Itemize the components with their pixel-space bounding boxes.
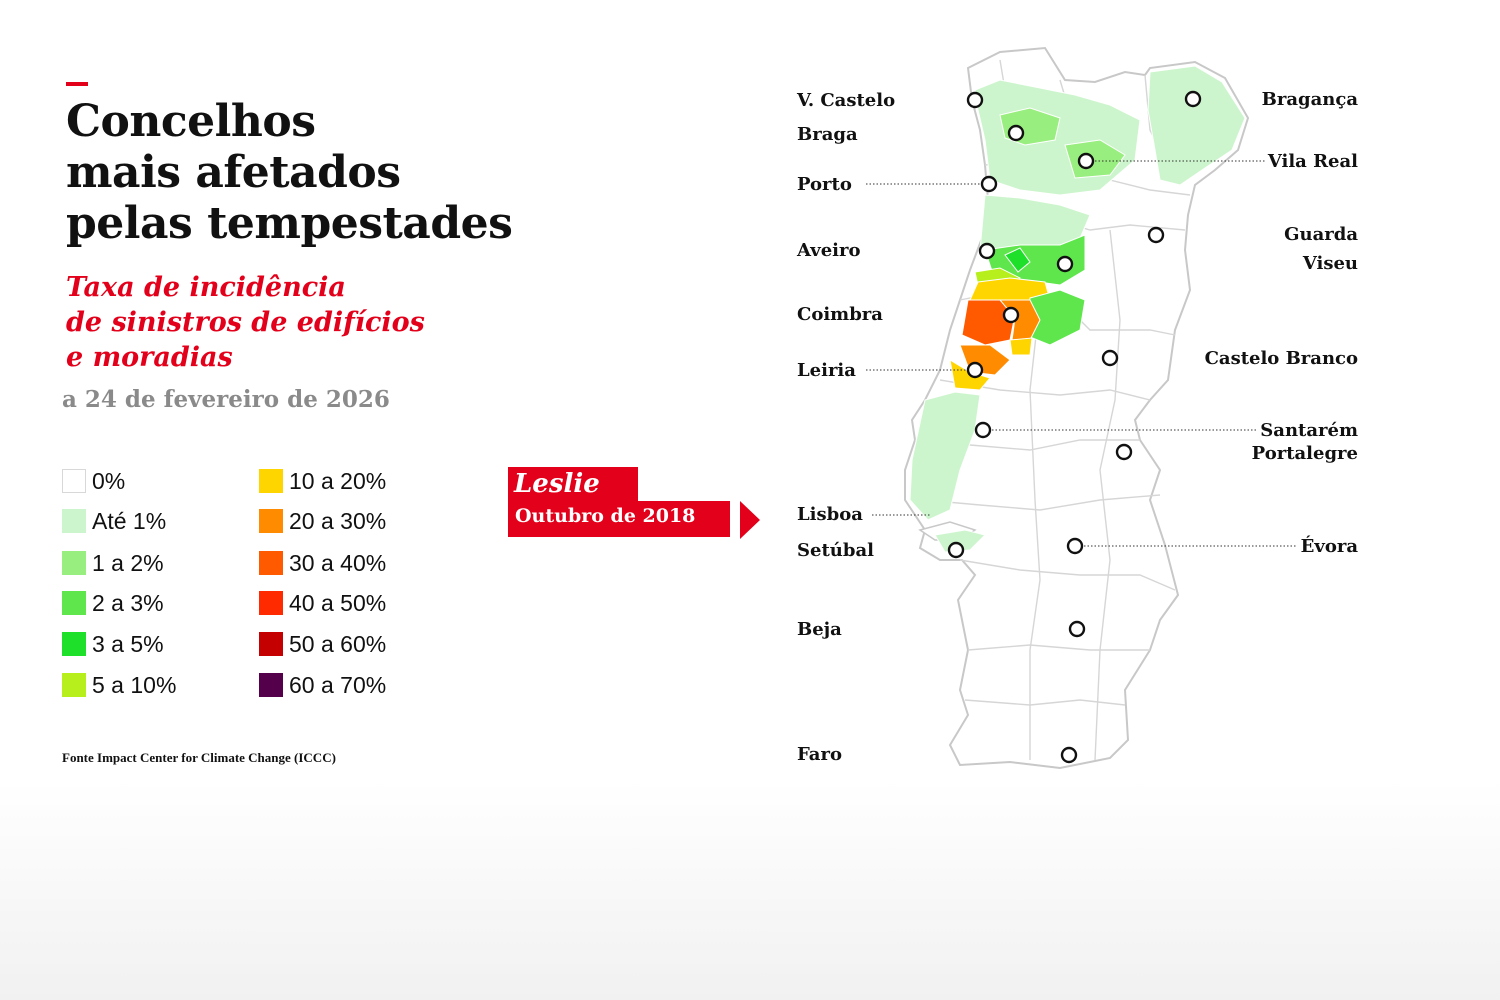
- region-oeste-light: [909, 391, 981, 521]
- portugal-map: V. Castelo Braga Porto Aveiro Coimbra Le…: [796, 46, 1358, 770]
- city-marker: [966, 361, 984, 379]
- legend-swatch: [62, 632, 86, 656]
- legend-swatch: [259, 509, 283, 533]
- legend-item: 5 a 10%: [62, 671, 176, 699]
- city-marker: [1068, 620, 1086, 638]
- legend-label: 1 a 2%: [92, 549, 164, 576]
- city-marker: [978, 242, 996, 260]
- legend-item: 50 a 60%: [259, 630, 386, 658]
- legend-label: 30 a 40%: [289, 549, 387, 576]
- callout-arrow-shape: [508, 467, 760, 539]
- city-label-porto: Porto: [797, 174, 852, 195]
- legend-item: 1 a 2%: [62, 549, 164, 577]
- legend-label: 2 a 3%: [92, 589, 164, 616]
- legend-swatch: [259, 673, 283, 697]
- city-label-vila-real: Vila Real: [1267, 151, 1358, 172]
- city-marker: [947, 541, 965, 559]
- legend-item: 10 a 20%: [259, 467, 386, 495]
- city-marker: [1002, 306, 1020, 324]
- date-label: a 24 de fevereiro de 2026: [62, 386, 390, 413]
- city-label-guarda: Guarda: [1284, 224, 1358, 245]
- city-label-beja: Beja: [797, 619, 842, 640]
- subtitle-line-3: e moradias: [66, 342, 233, 373]
- legend-item: 0%: [62, 467, 125, 495]
- legend-swatch: [62, 673, 86, 697]
- region-tras-green: [1064, 139, 1126, 179]
- city-marker: [1007, 124, 1025, 142]
- city-marker: [980, 175, 998, 193]
- city-marker: [966, 91, 984, 109]
- city-label-lisboa: Lisboa: [797, 504, 863, 525]
- legend-label: 3 a 5%: [92, 630, 164, 657]
- legend-item: 30 a 40%: [259, 549, 386, 577]
- region-coimbra-yellow: [1009, 337, 1033, 356]
- city-marker: [1066, 537, 1084, 555]
- legend-swatch: [259, 591, 283, 615]
- page-title: Concelhos mais afetados pelas tempestade…: [66, 96, 513, 249]
- city-label-castelo-branco: Castelo Branco: [1205, 348, 1358, 369]
- city-label-coimbra: Coimbra: [797, 304, 883, 325]
- title-line-1: Concelhos: [66, 96, 316, 147]
- subtitle: Taxa de incidência de sinistros de edifí…: [66, 270, 425, 375]
- legend-label: 10 a 20%: [289, 467, 387, 494]
- city-marker: [1077, 152, 1095, 170]
- region-aveiro-bright: [1004, 247, 1031, 273]
- legend-label: Até 1%: [92, 507, 167, 534]
- city-label-v-castelo: V. Castelo: [796, 90, 895, 111]
- legend-swatch: [62, 551, 86, 575]
- city-markers: [947, 90, 1202, 764]
- city-label-aveiro: Aveiro: [796, 240, 860, 261]
- city-marker: [1101, 349, 1119, 367]
- callout-title: Leslie: [514, 469, 600, 499]
- city-marker: [1184, 90, 1202, 108]
- leader-lines: [866, 160, 1296, 547]
- legend-label: 60 a 70%: [289, 671, 387, 698]
- city-marker: [1060, 746, 1078, 764]
- title-line-3: pelas tempestades: [66, 198, 513, 249]
- legend-item: 40 a 50%: [259, 589, 386, 617]
- subtitle-line-2: de sinistros de edifícios: [66, 307, 425, 338]
- title-accent-bar: [66, 82, 88, 86]
- city-labels: V. Castelo Braga Porto Aveiro Coimbra Le…: [796, 89, 1358, 765]
- legend-swatch: [62, 469, 86, 493]
- city-marker: [1115, 443, 1133, 461]
- legend-label: 50 a 60%: [289, 630, 387, 657]
- city-label-braga: Braga: [797, 124, 858, 145]
- region-setubal-light: [934, 529, 986, 553]
- legend-item: 2 a 3%: [62, 589, 164, 617]
- legend-swatch: [259, 551, 283, 575]
- city-label-viseu: Viseu: [1302, 253, 1358, 274]
- city-label-evora: Évora: [1301, 534, 1359, 557]
- subtitle-line-1: Taxa de incidência: [66, 272, 346, 303]
- region-braganca-light: [1147, 65, 1246, 186]
- source-note: Fonte Impact Center for Climate Change (…: [62, 750, 336, 765]
- legend-item: 3 a 5%: [62, 630, 164, 658]
- city-label-setubal: Setúbal: [797, 540, 874, 561]
- city-label-braganca: Bragança: [1262, 89, 1359, 110]
- title-line-2: mais afetados: [66, 147, 401, 198]
- callout-subtitle: Outubro de 2018: [515, 505, 696, 527]
- legend-label: 0%: [92, 467, 126, 494]
- legend-item: Até 1%: [62, 507, 166, 535]
- legend-label: 20 a 30%: [289, 507, 387, 534]
- city-label-santarem: Santarém: [1260, 420, 1358, 441]
- legend-swatch: [62, 509, 86, 533]
- city-label-faro: Faro: [797, 744, 842, 765]
- legend-item: 60 a 70%: [259, 671, 386, 699]
- storm-callout: Leslie Outubro de 2018: [508, 467, 760, 541]
- legend-swatch: [62, 591, 86, 615]
- legend-swatch: [259, 469, 283, 493]
- legend-swatch: [259, 632, 283, 656]
- city-marker: [974, 421, 992, 439]
- city-label-leiria: Leiria: [797, 360, 856, 381]
- city-marker: [1147, 226, 1165, 244]
- legend-item: 20 a 30%: [259, 507, 386, 535]
- city-marker: [1056, 255, 1074, 273]
- city-label-portalegre: Portalegre: [1252, 443, 1358, 464]
- affected-municipalities: [909, 65, 1246, 553]
- legend-label: 40 a 50%: [289, 589, 387, 616]
- legend-label: 5 a 10%: [92, 671, 177, 698]
